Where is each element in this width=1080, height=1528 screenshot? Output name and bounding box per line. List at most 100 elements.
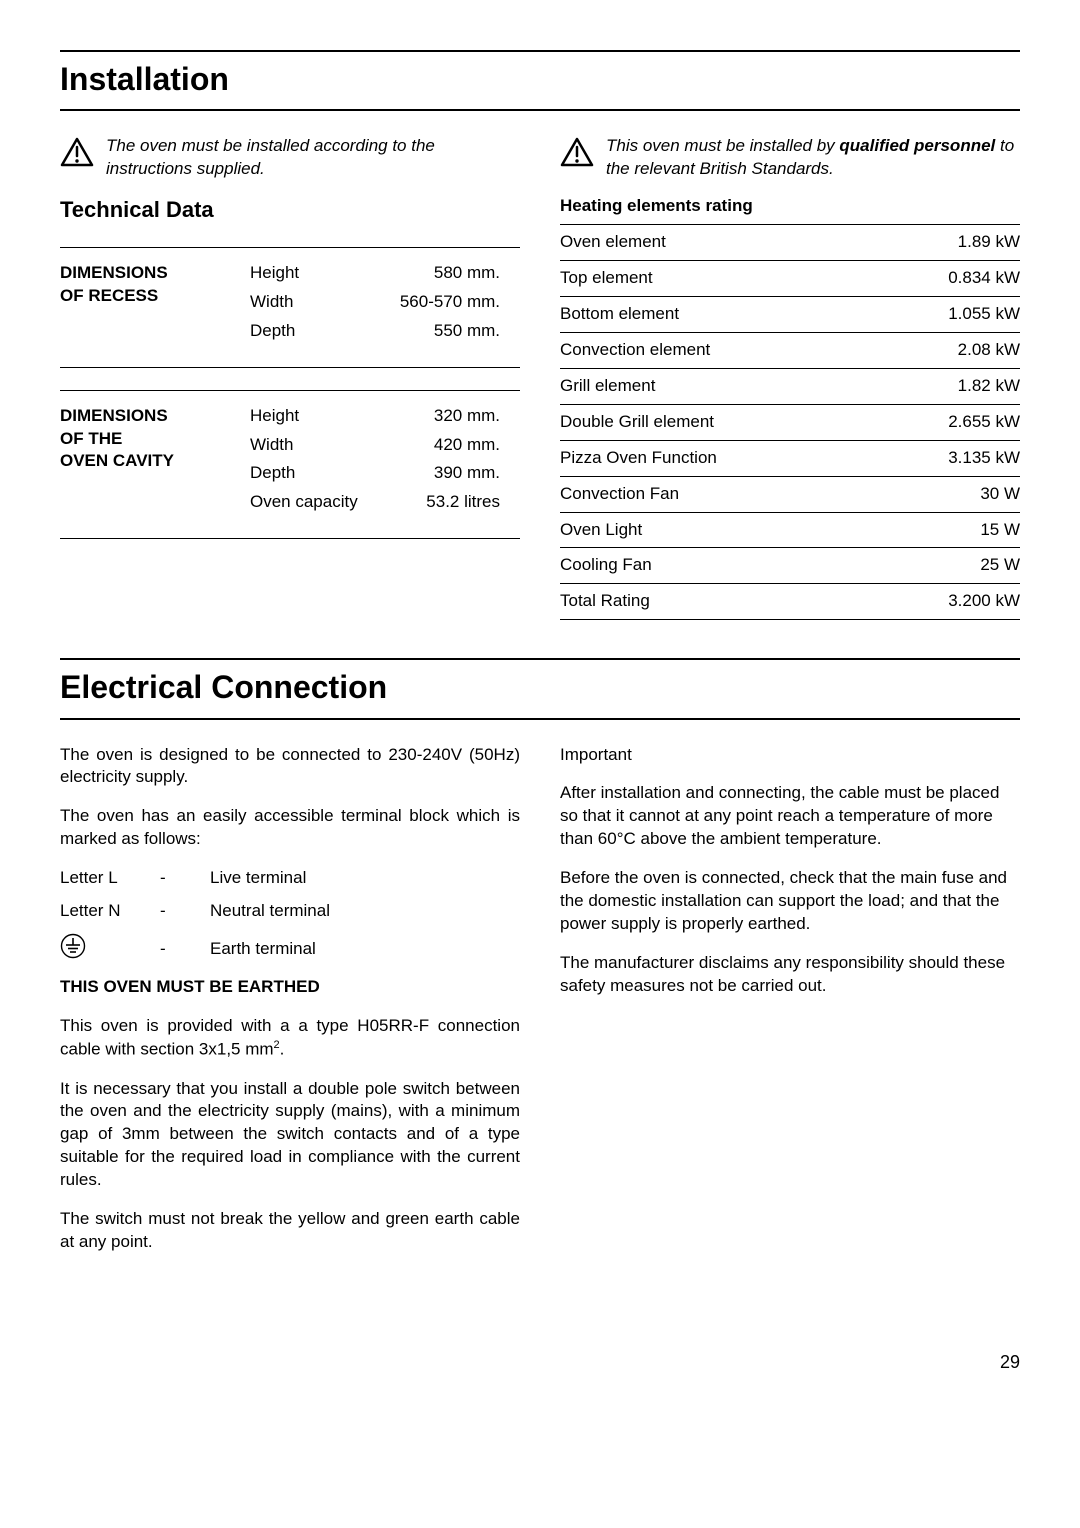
heat-name: Double Grill element [560, 404, 876, 440]
terminal-label: Live terminal [210, 867, 306, 890]
dim-key: Width [250, 291, 390, 314]
heat-value: 0.834 kW [876, 260, 1020, 296]
ec-para-switch: It is necessary that you install a doubl… [60, 1078, 520, 1193]
heating-elements-table: Oven element1.89 kWTop element0.834 kWBo… [560, 224, 1020, 620]
ec-para-supply: The oven is designed to be connected to … [60, 744, 520, 790]
dim-value: 53.2 litres [390, 491, 500, 514]
heat-name: Oven Light [560, 512, 876, 548]
table-row: Bottom element1.055 kW [560, 296, 1020, 332]
dim-key: Height [250, 262, 390, 285]
table-row: Convection element2.08 kW [560, 332, 1020, 368]
heat-value: 1.82 kW [876, 368, 1020, 404]
dim-value: 420 mm. [390, 434, 500, 457]
section-installation-title: Installation [60, 50, 1020, 111]
terminal-row-earth: - Earth terminal [60, 933, 520, 966]
terminal-letter: Letter L [60, 867, 160, 890]
warning-qualified-personnel: This oven must be installed by qualified… [560, 135, 1020, 181]
heat-name: Oven element [560, 225, 876, 261]
heat-name: Convection Fan [560, 476, 876, 512]
table-row: Cooling Fan25 W [560, 548, 1020, 584]
dim-recess-label: DIMENSIONS OF RECESS [60, 262, 250, 349]
heat-value: 3.200 kW [876, 584, 1020, 620]
heat-value: 30 W [876, 476, 1020, 512]
warn2-bold: qualified personnel [839, 136, 995, 155]
installation-columns: The oven must be installed according to … [60, 135, 1020, 620]
heat-name: Bottom element [560, 296, 876, 332]
dim-key: Height [250, 405, 390, 428]
important-label: Important [560, 744, 1020, 767]
dim-value: 560-570 mm. [390, 291, 500, 314]
dim-key: Depth [250, 320, 390, 343]
heat-value: 2.655 kW [876, 404, 1020, 440]
dim-row: Height320 mm. [250, 405, 500, 428]
warning-text: The oven must be installed according to … [106, 135, 520, 181]
warning-text: This oven must be installed by qualified… [606, 135, 1020, 181]
electrical-columns: The oven is designed to be connected to … [60, 744, 1020, 1271]
heat-value: 15 W [876, 512, 1020, 548]
warning-icon [560, 137, 594, 167]
heat-value: 3.135 kW [876, 440, 1020, 476]
ec-para-cable: This oven is provided with a a type H05R… [60, 1015, 520, 1062]
ec-right-p3: The manufacturer disclaims any responsib… [560, 952, 1020, 998]
electrical-left-col: The oven is designed to be connected to … [60, 744, 520, 1271]
dim-row: Oven capacity53.2 litres [250, 491, 500, 514]
terminal-dash: - [160, 900, 210, 923]
section-electrical-title: Electrical Connection [60, 658, 1020, 719]
dim-row: Depth550 mm. [250, 320, 500, 343]
dim-recess-values: Height580 mm.Width560-570 mm.Depth550 mm… [250, 262, 500, 349]
table-row: Double Grill element2.655 kW [560, 404, 1020, 440]
heat-name: Top element [560, 260, 876, 296]
ec-right-p1: After installation and connecting, the c… [560, 782, 1020, 851]
heat-name: Cooling Fan [560, 548, 876, 584]
table-row: Total Rating3.200 kW [560, 584, 1020, 620]
heat-value: 1.055 kW [876, 296, 1020, 332]
heating-elements-heading: Heating elements rating [560, 195, 1020, 218]
terminal-rows: Letter L-Live terminal Letter N-Neutral t… [60, 867, 520, 923]
heat-value: 1.89 kW [876, 225, 1020, 261]
table-row: Top element0.834 kW [560, 260, 1020, 296]
terminal-letter: Letter N [60, 900, 160, 923]
dim-key: Oven capacity [250, 491, 390, 514]
heat-value: 25 W [876, 548, 1020, 584]
ec-para-earth-cable: The switch must not break the yellow and… [60, 1208, 520, 1254]
electrical-right-col: Important After installation and connect… [560, 744, 1020, 1271]
technical-data-heading: Technical Data [60, 195, 520, 225]
heat-name: Grill element [560, 368, 876, 404]
dim-value: 320 mm. [390, 405, 500, 428]
dimensions-cavity-block: DIMENSIONS OF THE OVEN CAVITY Height320 … [60, 390, 520, 540]
dim-row: Depth390 mm. [250, 462, 500, 485]
dim-value: 390 mm. [390, 462, 500, 485]
dim-cavity-values: Height320 mm.Width420 mm.Depth390 mm.Ove… [250, 405, 500, 521]
terminal-dash: - [160, 867, 210, 890]
terminal-earth-label: Earth terminal [210, 938, 316, 961]
page-number: 29 [60, 1350, 1020, 1374]
terminal-row: Letter N-Neutral terminal [60, 900, 520, 923]
heat-name: Total Rating [560, 584, 876, 620]
must-be-earthed: THIS OVEN MUST BE EARTHED [60, 976, 520, 999]
dim-value: 580 mm. [390, 262, 500, 285]
dim-cavity-label-l2: OF THE [60, 428, 250, 451]
ec-para-terminal-intro: The oven has an easily accessible termin… [60, 805, 520, 851]
heat-name: Convection element [560, 332, 876, 368]
dim-key: Width [250, 434, 390, 457]
warn2-pre: This oven must be installed by [606, 136, 839, 155]
dim-value: 550 mm. [390, 320, 500, 343]
earth-icon-cell [60, 933, 160, 966]
warning-install-instructions: The oven must be installed according to … [60, 135, 520, 181]
table-row: Pizza Oven Function3.135 kW [560, 440, 1020, 476]
dim-cavity-label-l3: OVEN CAVITY [60, 450, 250, 473]
ec-p3-post: . [280, 1040, 285, 1059]
table-row: Convection Fan30 W [560, 476, 1020, 512]
installation-right-col: This oven must be installed by qualified… [560, 135, 1020, 620]
heat-name: Pizza Oven Function [560, 440, 876, 476]
earth-icon [60, 933, 86, 959]
dim-recess-label-l2: OF RECESS [60, 285, 250, 308]
dim-row: Width420 mm. [250, 434, 500, 457]
dimensions-recess-block: DIMENSIONS OF RECESS Height580 mm.Width5… [60, 247, 520, 368]
ec-right-p2: Before the oven is connected, check that… [560, 867, 1020, 936]
dim-row: Width560-570 mm. [250, 291, 500, 314]
dim-key: Depth [250, 462, 390, 485]
dim-row: Height580 mm. [250, 262, 500, 285]
installation-left-col: The oven must be installed according to … [60, 135, 520, 620]
heat-value: 2.08 kW [876, 332, 1020, 368]
